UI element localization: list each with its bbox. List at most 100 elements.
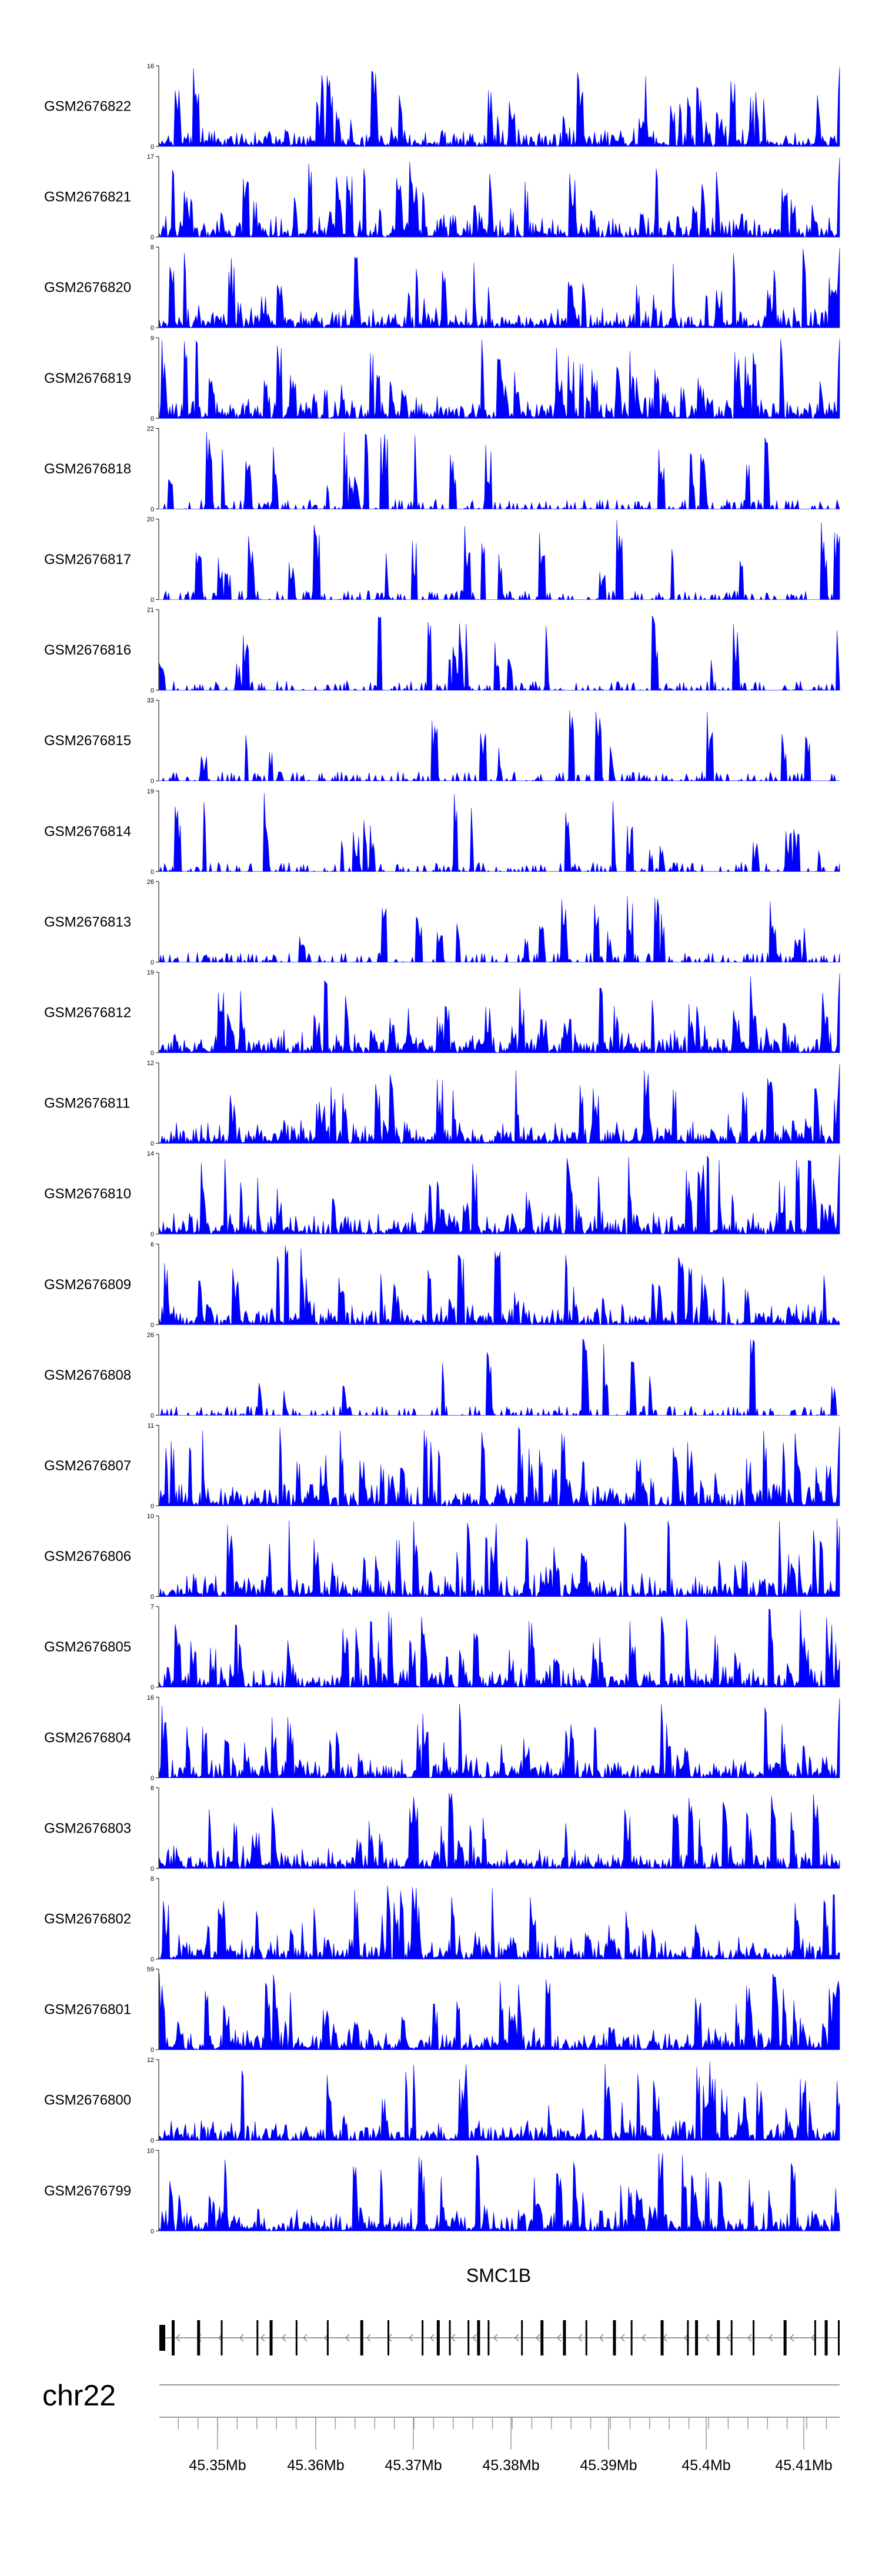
- exon: [585, 2320, 587, 2355]
- strand-arrow: [282, 2334, 286, 2342]
- coverage-area: [159, 1426, 840, 1507]
- track-ymax-label: 11: [148, 1423, 154, 1430]
- exon: [563, 2320, 566, 2355]
- track-ymax-label: 19: [147, 969, 154, 976]
- track-label: GSM2676806: [44, 1549, 131, 1564]
- track-label: GSM2676802: [44, 1911, 131, 1927]
- strand-arrow: [578, 2334, 583, 2342]
- track-GSM2676801: 59 0 GSM2676801: [44, 1966, 840, 2054]
- track-ymin-label: 0: [151, 1503, 154, 1510]
- exon: [540, 2320, 544, 2355]
- track-ymin-label: 0: [151, 325, 154, 332]
- coverage-area: [159, 1154, 840, 1235]
- strand-arrow: [536, 2334, 540, 2342]
- strand-arrow: [684, 2334, 689, 2342]
- coverage-area: [159, 1245, 840, 1326]
- track-ymax-label: 20: [147, 516, 154, 523]
- track-ymin-label: 0: [151, 778, 154, 785]
- track-ymin-label: 0: [151, 688, 154, 695]
- track-ymin-label: 0: [151, 869, 154, 876]
- gene-name: SMC1B: [466, 2265, 531, 2286]
- exon: [256, 2320, 259, 2355]
- track-label: GSM2676816: [44, 642, 131, 658]
- exon: [360, 2320, 363, 2355]
- track-label: GSM2676809: [44, 1277, 131, 1293]
- coverage-area: [159, 520, 840, 600]
- track-label: GSM2676803: [44, 1820, 131, 1836]
- track-label: GSM2676819: [44, 371, 131, 386]
- axis-tick-label: 45.35Mb: [189, 2457, 246, 2474]
- track-GSM2676812: 19 0 GSM2676812: [44, 969, 840, 1057]
- exon: [436, 2320, 440, 2355]
- strand-arrow: [472, 2334, 477, 2342]
- track-ymax-label: 7: [151, 1604, 154, 1611]
- track-ymax-label: 10: [147, 1513, 154, 1520]
- coverage-area: [159, 1885, 840, 1960]
- strand-arrow: [409, 2334, 413, 2342]
- coverage-area: [159, 710, 840, 782]
- track-GSM2676813: 26 0 GSM2676813: [44, 879, 840, 966]
- track-GSM2676806: 10 0 GSM2676806: [44, 1513, 840, 1601]
- track-label: GSM2676815: [44, 733, 131, 749]
- track-ymin-label: 0: [151, 1775, 154, 1782]
- gene-track: SMC1B: [159, 2265, 840, 2355]
- track-label: GSM2676811: [44, 1096, 130, 1112]
- strand-arrow: [790, 2334, 794, 2342]
- track-ymin-label: 0: [151, 1231, 154, 1238]
- strand-arrow: [726, 2334, 731, 2342]
- coverage-area: [159, 1698, 840, 1778]
- exon: [220, 2320, 223, 2355]
- exon: [613, 2320, 616, 2355]
- track-GSM2676819: 9 0 GSM2676819: [44, 335, 840, 422]
- track-ymax-label: 26: [147, 879, 154, 886]
- track-ymax-label: 9: [151, 335, 154, 342]
- strand-arrow: [239, 2334, 244, 2342]
- track-ymax-label: 22: [147, 425, 154, 432]
- exon: [197, 2320, 201, 2355]
- track-GSM2676811: 12 0 GSM2676811: [44, 1060, 840, 1147]
- track-ymin-label: 0: [151, 2047, 154, 2054]
- track-ymin-label: 0: [151, 1412, 154, 1419]
- track-ymax-label: 21: [147, 607, 154, 614]
- track-label: GSM2676814: [44, 823, 131, 839]
- track-label: GSM2676805: [44, 1639, 131, 1655]
- track-ymax-label: 12: [147, 2057, 154, 2064]
- coverage-area: [159, 615, 840, 691]
- track-ymax-label: 33: [147, 698, 154, 705]
- exon: [630, 2320, 633, 2355]
- track-label: GSM2676818: [44, 461, 131, 477]
- exon: [783, 2320, 787, 2355]
- track-ymin-label: 0: [151, 1684, 154, 1691]
- strand-arrow: [430, 2334, 435, 2342]
- strand-arrow: [769, 2334, 773, 2342]
- coverage-area: [159, 896, 840, 963]
- exon: [730, 2320, 733, 2355]
- strand-arrow: [705, 2334, 710, 2342]
- track-ymax-label: 12: [147, 1060, 154, 1067]
- coverage-area: [159, 973, 840, 1053]
- coverage-area: [159, 248, 840, 329]
- track-ymin-label: 0: [151, 506, 154, 513]
- coverage-area: [159, 1064, 840, 1144]
- strand-arrow: [493, 2334, 498, 2342]
- exon: [814, 2320, 816, 2355]
- exon: [753, 2320, 755, 2355]
- exon: [477, 2320, 480, 2355]
- track-GSM2676802: 8 0 GSM2676802: [44, 1876, 840, 1963]
- exon: [695, 2320, 699, 2355]
- strand-arrow: [260, 2334, 265, 2342]
- track-GSM2676822: 16 0 GSM2676822: [44, 63, 840, 151]
- track-GSM2676804: 16 0 GSM2676804: [44, 1694, 840, 1782]
- chromosome-label: chr22: [42, 2379, 116, 2412]
- track-label: GSM2676821: [44, 189, 131, 205]
- track-GSM2676818: 22 0 GSM2676818: [44, 425, 840, 513]
- track-label: GSM2676808: [44, 1367, 131, 1383]
- strand-arrow: [366, 2334, 371, 2342]
- track-ymax-label: 10: [147, 2147, 154, 2154]
- track-label: GSM2676820: [44, 280, 131, 296]
- exon: [422, 2320, 424, 2355]
- strand-arrow: [345, 2334, 350, 2342]
- track-ymin-label: 0: [151, 144, 154, 151]
- track-ymax-label: 8: [151, 244, 154, 251]
